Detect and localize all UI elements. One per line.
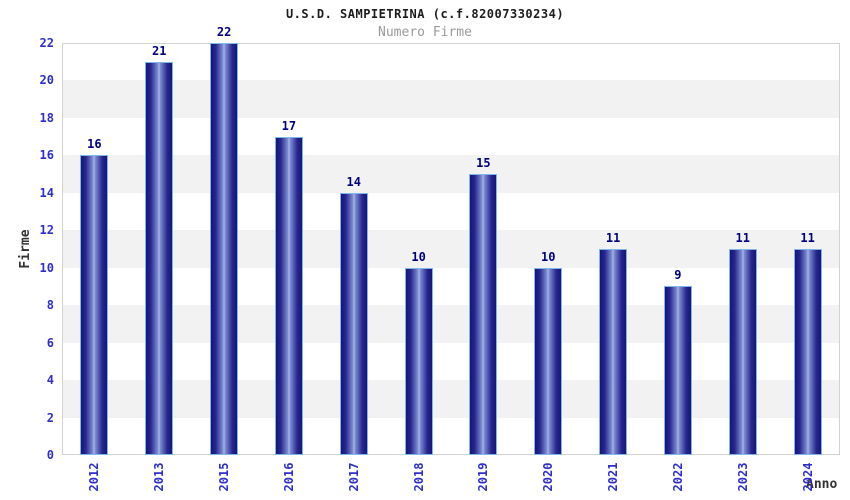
chart-subtitle: Numero Firme	[378, 25, 472, 40]
x-tick-label: 2012	[87, 462, 102, 492]
y-tick-label: 2	[46, 410, 54, 425]
bar-2024	[793, 249, 822, 455]
x-tick-label: 2016	[281, 462, 296, 492]
y-tick-label: 4	[46, 373, 54, 388]
bar-2013	[145, 61, 174, 455]
x-axis-label: Anno	[806, 477, 838, 492]
bar-value-label: 21	[152, 43, 167, 58]
x-tick-label: 2019	[476, 462, 491, 492]
x-tick-label: 2022	[670, 462, 685, 492]
chart-title: U.S.D. SAMPIETRINA (c.f.82007330234)	[285, 7, 565, 21]
x-tick-label: 2013	[152, 462, 167, 492]
grid-band	[63, 267, 839, 306]
bar-value-label: 11	[800, 231, 815, 245]
x-tick-label: 2018	[411, 462, 426, 492]
bar-2022	[663, 286, 692, 455]
grid-band	[63, 305, 839, 343]
bar-2020	[534, 267, 563, 455]
grid-band	[63, 230, 839, 268]
bar-2018	[404, 267, 433, 455]
y-tick-label: 14	[39, 185, 54, 200]
grid-band	[63, 155, 839, 193]
bar-value-label: 22	[216, 25, 232, 39]
bar-2017	[339, 192, 368, 455]
x-tick-label: 2023	[735, 462, 750, 492]
grid-band	[63, 342, 839, 381]
bar-value-label: 15	[476, 156, 491, 171]
y-tick-label: 18	[39, 110, 54, 125]
y-tick-label: 0	[46, 448, 54, 462]
y-tick-label: 20	[39, 73, 54, 88]
y-tick-label: 22	[39, 36, 54, 50]
plot-area	[62, 43, 840, 455]
y-tick-label: 10	[39, 260, 54, 275]
y-tick-label: 8	[46, 298, 54, 313]
bar-value-label: 9	[674, 268, 682, 283]
y-tick-label: 12	[39, 223, 54, 238]
bar-2015	[210, 43, 239, 455]
y-tick-label: 6	[46, 335, 54, 350]
bar-value-label: 10	[541, 249, 556, 264]
x-tick-label: 2017	[346, 462, 361, 492]
x-tick-label: 2024	[800, 462, 815, 492]
grid-band	[63, 380, 839, 418]
bar-value-label: 17	[281, 118, 297, 133]
bar-2019	[469, 174, 498, 455]
bar-value-label: 11	[735, 231, 750, 245]
x-tick-label: 2015	[217, 462, 232, 492]
bar-2016	[274, 136, 303, 455]
bar-value-label: 16	[87, 137, 102, 152]
bar-2012	[80, 155, 109, 455]
x-tick-label: 2021	[606, 462, 621, 492]
grid-band	[63, 44, 839, 81]
bar-value-label: 11	[605, 231, 621, 245]
bar-2021	[599, 249, 628, 455]
grid-band	[63, 117, 839, 156]
grid-band	[63, 80, 839, 118]
bar-2023	[728, 249, 757, 455]
y-tick-label: 16	[39, 148, 54, 163]
bar-value-label: 14	[346, 174, 361, 189]
x-tick-label: 2020	[541, 462, 556, 492]
grid-band	[63, 192, 839, 231]
grid-band	[63, 417, 839, 454]
bar-value-label: 10	[411, 249, 426, 264]
